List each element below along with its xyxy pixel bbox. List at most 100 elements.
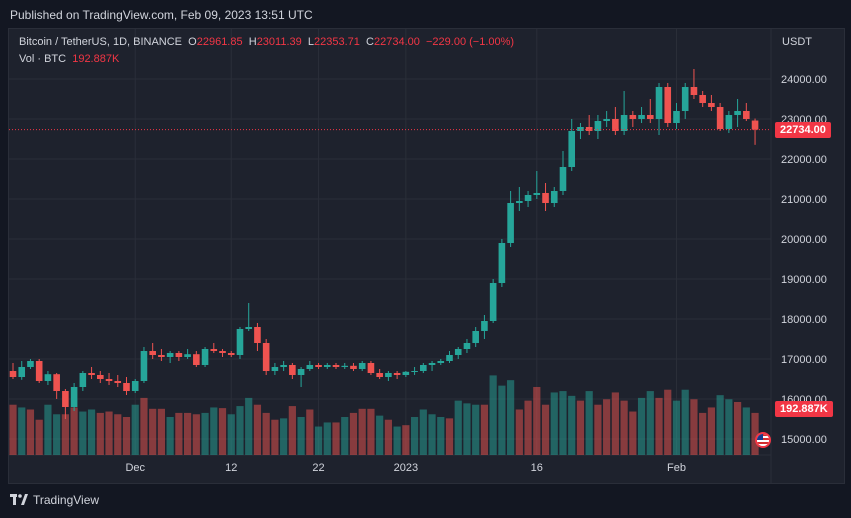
y-tick-label: 15000.00	[781, 434, 827, 446]
candle-body	[472, 331, 479, 343]
candle-body	[44, 374, 52, 381]
candle-body	[376, 373, 383, 377]
candle-body	[254, 327, 261, 343]
volume-bar	[611, 392, 619, 455]
volume-bar	[149, 408, 157, 455]
volume-bar	[349, 412, 358, 455]
candle-body	[210, 349, 218, 351]
volume-bar	[489, 375, 497, 455]
volume-bar	[629, 411, 637, 455]
symbol-label[interactable]: Bitcoin / TetherUS, 1D, BINANCE	[19, 36, 183, 48]
candle-body	[62, 391, 69, 407]
volume-bar	[463, 403, 471, 455]
volume-bar	[437, 416, 445, 455]
volume-bar	[672, 400, 681, 455]
volume-bar	[507, 380, 515, 455]
x-tick-label: 16	[531, 462, 543, 474]
volume-label[interactable]: Vol · BTC	[19, 53, 67, 65]
candle-body	[437, 361, 445, 363]
candle-body	[550, 191, 558, 203]
volume-bar	[271, 419, 279, 455]
volume-bar	[376, 415, 384, 455]
candle-body	[53, 374, 60, 391]
candle-body	[341, 365, 349, 367]
volume-bar	[227, 414, 235, 455]
candle-body	[393, 373, 401, 375]
volume-bar	[166, 416, 174, 455]
candle-body	[114, 381, 122, 383]
volume-bar	[323, 422, 331, 455]
candle-body	[315, 365, 322, 367]
close-value: 22734.00	[373, 36, 420, 48]
candle-body	[629, 115, 637, 119]
candle-body	[385, 373, 392, 377]
candle-body	[158, 355, 165, 357]
candle-body	[681, 87, 689, 111]
us-flag-icon[interactable]	[755, 432, 771, 448]
volume-bar	[175, 412, 183, 455]
candle-body	[673, 111, 680, 123]
volume-bar	[114, 414, 122, 455]
candle-body	[612, 119, 619, 131]
high-value: 23011.39	[256, 36, 302, 48]
volume-bar	[61, 414, 69, 455]
candle-body	[481, 321, 488, 331]
volume-bar	[236, 406, 244, 455]
x-tick-label: Feb	[667, 462, 686, 474]
x-tick-label: 12	[225, 462, 237, 474]
volume-bar	[105, 411, 113, 455]
volume-bar	[585, 391, 593, 455]
candle-body	[454, 349, 462, 355]
candle-body	[166, 353, 174, 357]
candle-body	[638, 115, 645, 119]
volume-bar	[131, 404, 139, 455]
candle-body	[708, 103, 715, 107]
volume-bar	[428, 414, 436, 455]
volume-bar	[533, 386, 541, 455]
volume-bar	[568, 395, 576, 455]
candle-body	[350, 365, 357, 369]
candle-body	[751, 120, 759, 130]
volume-bar	[253, 404, 262, 455]
volume-bar	[751, 412, 759, 455]
volume-bar	[699, 412, 707, 455]
chart-frame[interactable]: 24000.00 23000.00 22000.00 21000.00 20000.00…	[8, 28, 845, 484]
candle-body	[236, 329, 244, 355]
open-value: 22961.85	[196, 36, 243, 48]
volume-bar	[664, 389, 672, 455]
candle-body	[646, 115, 654, 119]
volume-bar	[306, 409, 314, 455]
y-tick-label: 24000.00	[781, 74, 827, 86]
candle-body	[358, 363, 366, 369]
candle-body	[664, 87, 672, 123]
candle-body	[690, 87, 698, 95]
volume-bar	[201, 412, 209, 455]
volume-bar	[716, 395, 724, 455]
tradingview-brand[interactable]: TradingView	[33, 493, 100, 507]
candle-body	[271, 367, 279, 371]
high-label: H	[248, 36, 257, 48]
candle-body	[27, 361, 34, 367]
volume-bar	[218, 408, 227, 455]
candle-body	[533, 193, 541, 195]
volume-bar	[393, 426, 401, 455]
volume-bar	[681, 389, 689, 455]
currency-label[interactable]: USDT	[782, 36, 812, 48]
volume-bar	[79, 411, 87, 455]
volume-bar	[140, 397, 148, 455]
candle-body	[35, 361, 43, 381]
volume-bar	[44, 404, 52, 455]
candlestick-chart[interactable]: 24000.0023000.0022000.0021000.0020000.00…	[9, 29, 845, 484]
x-tick-label: 2023	[394, 462, 418, 474]
candle-body	[734, 111, 741, 115]
volume-bar	[620, 400, 628, 455]
low-value: 22353.71	[314, 36, 360, 48]
x-tick-label: Dec	[125, 462, 145, 474]
candle-body	[568, 131, 576, 167]
y-tick-label: 21000.00	[781, 194, 827, 206]
volume-bar	[96, 412, 104, 455]
volume-bar	[445, 418, 454, 455]
tradingview-logo-icon	[10, 494, 28, 506]
candle-body	[507, 203, 514, 243]
candle-body	[201, 349, 209, 365]
